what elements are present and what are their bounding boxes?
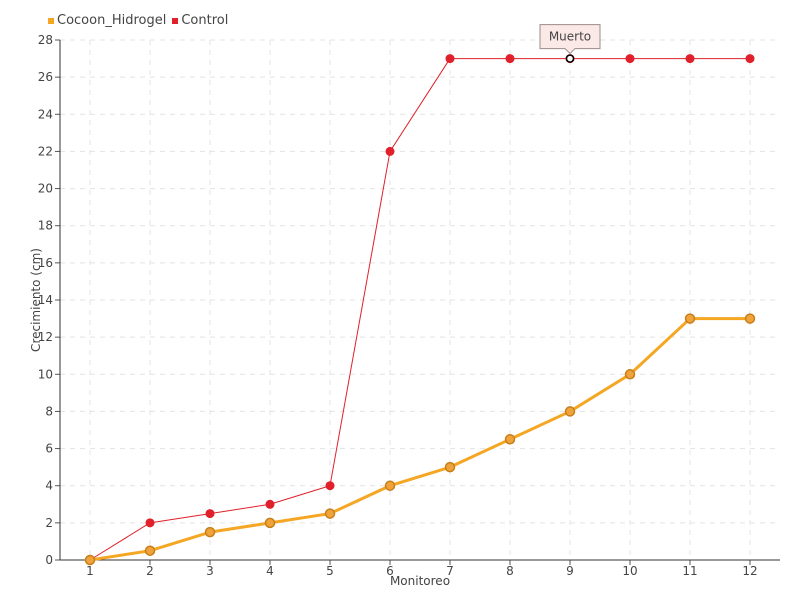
x-tick-label: 11	[682, 564, 697, 578]
y-tick-label: 26	[38, 70, 53, 84]
data-point-cocoon-hidrogel	[324, 508, 336, 519]
data-point-control	[685, 54, 695, 64]
data-point-control	[325, 481, 335, 491]
y-axis-title: Crecimiento (cm)	[29, 248, 43, 352]
x-tick-label: 4	[266, 564, 274, 578]
x-tick-label: 3	[206, 564, 214, 578]
x-tick-label: 10	[622, 564, 637, 578]
data-point-cocoon-hidrogel	[504, 434, 516, 445]
x-axis-title: Monitoreo	[390, 574, 450, 588]
series-line-control	[89, 58, 750, 561]
y-tick-label: 12	[38, 330, 53, 344]
y-tick-label: 20	[38, 182, 53, 196]
legend-item-cocoon-hidrogel[interactable]: Cocoon_Hidrogel	[48, 13, 166, 28]
data-point-cocoon-hidrogel	[384, 480, 396, 491]
y-tick-label: 8	[45, 404, 53, 418]
y-tick-label: 16	[38, 256, 53, 270]
y-tick-label: 10	[38, 367, 53, 381]
chart-legend: Cocoon_Hidrogel Control	[48, 13, 228, 28]
data-point-cocoon-hidrogel	[264, 517, 276, 529]
legend-label-cocoon-hidrogel: Cocoon_Hidrogel	[57, 13, 167, 28]
y-tick-label: 18	[38, 219, 53, 233]
data-point-cocoon-hidrogel	[684, 313, 696, 324]
y-tick-label: 14	[38, 293, 53, 307]
y-tick-label: 4	[45, 479, 53, 493]
legend-label-control: Control	[181, 13, 229, 28]
y-tick-label: 24	[38, 107, 53, 121]
x-tick-label: 12	[742, 564, 757, 578]
data-point-control	[445, 54, 455, 64]
x-tick-label: 7	[446, 564, 454, 578]
y-tick-label: 22	[38, 144, 53, 158]
data-point-control	[745, 54, 755, 64]
data-point-cocoon-hidrogel	[444, 461, 456, 473]
x-tick-label: 8	[506, 564, 514, 578]
data-point-control	[265, 499, 275, 509]
y-tick-label: 2	[45, 516, 53, 530]
data-point-control	[205, 509, 215, 519]
legend-item-control[interactable]: Control	[172, 13, 228, 28]
legend-swatch-control	[172, 17, 179, 24]
x-tick-label: 6	[386, 564, 394, 578]
y-tick-label: 0	[45, 553, 53, 567]
data-point-control	[145, 518, 155, 528]
data-point-control	[505, 54, 515, 64]
y-tick-label: 28	[38, 33, 53, 47]
x-tick-label: 1	[86, 564, 94, 578]
highlighted-point	[565, 54, 575, 63]
data-point-cocoon-hidrogel	[144, 545, 156, 556]
x-tick-label: 9	[566, 564, 574, 578]
y-tick-label: 6	[45, 442, 53, 456]
tooltip-text: Muerto	[549, 30, 591, 44]
series-line-cocoon-hidrogel	[89, 317, 750, 562]
data-point-cocoon-hidrogel	[564, 406, 576, 417]
data-point-control	[625, 54, 635, 64]
data-point-control	[385, 146, 395, 156]
data-point-cocoon-hidrogel	[744, 313, 756, 324]
data-point-cocoon-hidrogel	[204, 526, 216, 538]
x-tick-label: 2	[146, 564, 154, 578]
x-tick-label: 5	[326, 564, 334, 578]
legend-swatch-cocoon-hidrogel	[48, 17, 54, 24]
data-point-cocoon-hidrogel	[624, 369, 636, 380]
tooltip-box	[539, 24, 601, 55]
data-point-cocoon-hidrogel	[84, 554, 96, 566]
